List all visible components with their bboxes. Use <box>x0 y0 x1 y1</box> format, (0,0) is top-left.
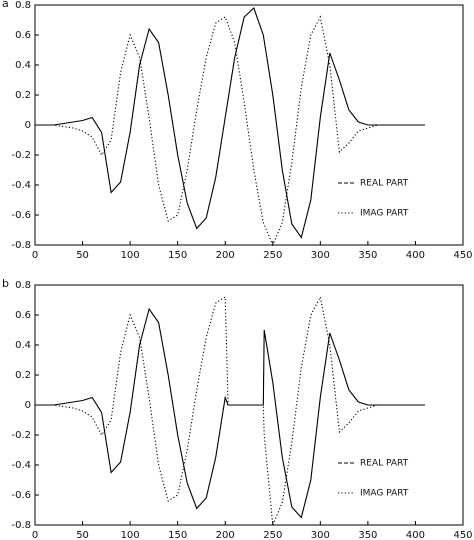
x-tick-label: 100 <box>121 530 140 540</box>
y-tick-label: 0.2 <box>15 90 31 101</box>
legend-label: IMAG PART <box>360 209 409 219</box>
y-tick-label: -0.4 <box>11 460 31 471</box>
panel-label: a <box>2 0 9 10</box>
y-tick-label: 0.6 <box>15 310 31 321</box>
y-tick-label: -0.6 <box>11 210 31 221</box>
x-tick-label: 300 <box>311 250 330 261</box>
y-tick-label: -0.6 <box>11 490 31 501</box>
y-tick-label: -0.2 <box>11 150 31 161</box>
y-tick-label: 0 <box>25 400 31 411</box>
legend-label: IMAG PART <box>360 489 409 499</box>
y-tick-label: 0.6 <box>15 30 31 41</box>
x-tick-label: 350 <box>358 250 377 261</box>
x-tick-label: 450 <box>453 250 472 261</box>
panel-label: b <box>2 277 9 290</box>
data-line <box>35 7 425 239</box>
y-tick-label: -0.8 <box>11 240 31 251</box>
x-tick-label: 450 <box>453 530 472 540</box>
x-tick-label: 0 <box>32 250 38 261</box>
y-tick-label: 0.4 <box>15 60 31 71</box>
x-tick-label: 350 <box>358 530 377 540</box>
y-tick-label: 0.2 <box>15 370 31 381</box>
data-line <box>35 15 425 247</box>
x-tick-label: 50 <box>76 250 89 261</box>
x-tick-label: 300 <box>311 530 330 540</box>
y-tick-label: 0.8 <box>15 0 31 11</box>
x-tick-label: 250 <box>263 250 282 261</box>
legend-label: REAL PART <box>360 459 409 469</box>
y-tick-label: -0.8 <box>11 520 31 531</box>
x-tick-label: 400 <box>406 530 425 540</box>
y-tick-label: -0.4 <box>11 180 31 191</box>
x-tick-label: 150 <box>168 250 187 261</box>
data-line <box>35 307 425 519</box>
data-line <box>35 295 425 526</box>
x-tick-label: 200 <box>216 530 235 540</box>
x-tick-label: 100 <box>121 250 140 261</box>
y-tick-label: 0 <box>25 120 31 131</box>
x-tick-label: 50 <box>76 530 89 540</box>
x-tick-label: 400 <box>406 250 425 261</box>
y-tick-label: -0.2 <box>11 430 31 441</box>
y-tick-label: 0.4 <box>15 340 31 351</box>
x-tick-label: 250 <box>263 530 282 540</box>
legend-label: REAL PART <box>360 179 409 189</box>
x-tick-label: 200 <box>216 250 235 261</box>
y-tick-label: 0.8 <box>15 280 31 291</box>
x-tick-label: 0 <box>32 530 38 540</box>
x-tick-label: 150 <box>168 530 187 540</box>
